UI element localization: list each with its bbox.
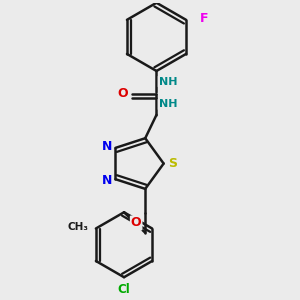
Text: NH: NH [159,76,177,86]
Text: F: F [200,12,208,25]
Text: N: N [102,140,112,153]
Text: O: O [131,217,142,230]
Text: N: N [102,174,112,187]
Text: S: S [168,157,177,170]
Text: Cl: Cl [118,283,130,296]
Text: NH: NH [159,99,177,109]
Text: CH₃: CH₃ [68,222,88,232]
Text: O: O [118,87,128,100]
